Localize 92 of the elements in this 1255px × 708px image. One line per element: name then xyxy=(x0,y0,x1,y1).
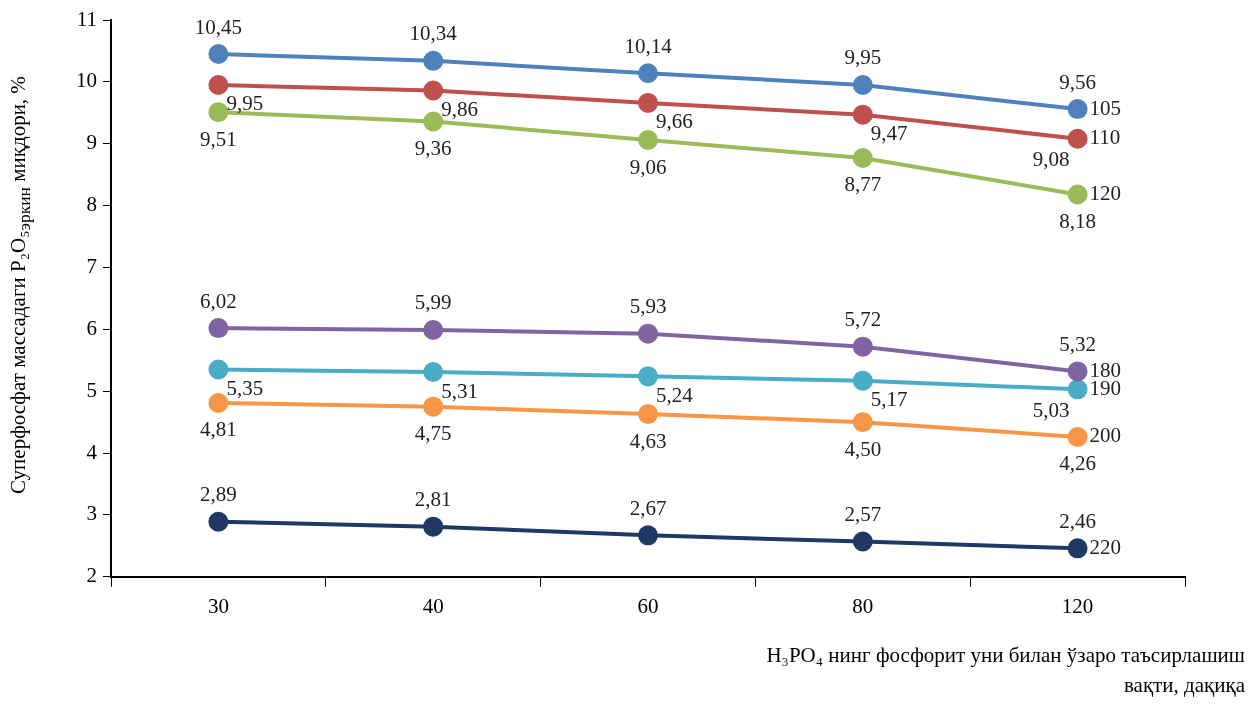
point xyxy=(208,44,229,65)
point xyxy=(1067,99,1088,120)
data-label: 4,63 xyxy=(629,428,667,453)
data-label: 2,46 xyxy=(1059,508,1096,533)
point xyxy=(208,74,229,95)
point xyxy=(852,147,873,168)
point xyxy=(852,370,873,391)
data-label: 2,57 xyxy=(844,502,882,527)
x-tick-label: 40 xyxy=(422,593,444,618)
series-label: 110 xyxy=(1089,125,1121,150)
point xyxy=(423,396,444,417)
data-label: 9,08 xyxy=(1032,147,1070,172)
data-label: 4,50 xyxy=(844,436,882,461)
point xyxy=(1067,379,1088,400)
point xyxy=(638,92,658,113)
data-label: 9,86 xyxy=(441,97,478,122)
data-label: 8,18 xyxy=(1059,208,1096,233)
data-label: 9,51 xyxy=(200,126,237,151)
data-label: 6,02 xyxy=(200,288,237,313)
point xyxy=(638,525,658,546)
x-tick-label: 60 xyxy=(637,593,659,618)
data-label: 9,47 xyxy=(870,121,908,146)
point xyxy=(638,63,658,84)
series-label: 120 xyxy=(1089,180,1122,205)
point xyxy=(208,392,229,413)
data-label: 9,95 xyxy=(226,91,264,116)
data-label: 4,75 xyxy=(414,421,452,446)
point xyxy=(852,531,873,552)
point xyxy=(423,50,444,71)
point xyxy=(638,404,658,425)
data-label: 9,95 xyxy=(844,45,882,70)
point xyxy=(208,359,229,380)
point xyxy=(423,362,444,383)
point xyxy=(1067,184,1088,205)
data-label: 5,93 xyxy=(629,294,667,319)
x-tick-label: 30 xyxy=(207,593,229,618)
data-label: 2,67 xyxy=(629,495,667,520)
y-tick-label: 2 xyxy=(86,563,97,588)
data-label: 4,26 xyxy=(1059,451,1096,476)
y-tick-label: 9 xyxy=(86,130,97,155)
data-label: 5,72 xyxy=(844,307,882,332)
series-label: 105 xyxy=(1089,95,1122,120)
data-label: 9,56 xyxy=(1059,69,1096,94)
x-tick-label: 80 xyxy=(852,593,874,618)
point xyxy=(852,74,873,95)
data-label: 10,34 xyxy=(409,21,458,46)
point xyxy=(1067,426,1088,447)
point xyxy=(852,412,873,433)
y-tick-label: 11 xyxy=(76,6,97,31)
data-label: 5,99 xyxy=(414,290,452,315)
data-label: 2,81 xyxy=(414,487,452,512)
point xyxy=(423,516,444,537)
data-label: 5,31 xyxy=(441,378,478,403)
y-tick-label: 7 xyxy=(86,253,97,278)
data-label: 9,36 xyxy=(414,135,452,160)
data-label: 10,14 xyxy=(624,33,673,58)
data-label: 5,32 xyxy=(1059,331,1096,356)
point xyxy=(638,366,658,387)
point xyxy=(1067,538,1088,559)
y-tick-label: 8 xyxy=(86,192,97,217)
point xyxy=(638,130,658,151)
series-label: 200 xyxy=(1089,423,1122,448)
y-tick-label: 3 xyxy=(86,501,97,526)
x-axis-title: H₃PO₄ нинг фосфорит уни билан ўзаро таъсирлашиш вақти, дақиқа xyxy=(765,642,1245,699)
point xyxy=(1067,128,1088,149)
point xyxy=(423,319,444,340)
series-label: 220 xyxy=(1089,534,1122,559)
point xyxy=(423,80,444,101)
data-label: 5,35 xyxy=(226,376,264,401)
data-label: 8,77 xyxy=(844,172,882,197)
data-label: 2,89 xyxy=(200,482,237,507)
series-label: 180 xyxy=(1089,357,1122,382)
data-label: 5,17 xyxy=(870,387,908,412)
data-label: 5,24 xyxy=(656,382,694,407)
y-tick-label: 6 xyxy=(86,315,97,340)
y-tick-label: 10 xyxy=(76,68,97,93)
point xyxy=(208,318,229,339)
point xyxy=(423,111,444,132)
point xyxy=(852,336,873,357)
data-label: 4,81 xyxy=(200,417,237,442)
point xyxy=(1067,361,1088,382)
data-label: 5,03 xyxy=(1032,397,1070,422)
data-label: 10,45 xyxy=(194,14,243,39)
x-tick-label: 120 xyxy=(1061,593,1094,618)
point xyxy=(208,511,229,532)
point xyxy=(638,323,658,344)
data-label: 9,66 xyxy=(656,109,693,134)
point xyxy=(208,102,229,123)
point xyxy=(852,104,873,125)
y-tick-label: 4 xyxy=(86,439,98,464)
data-label: 9,06 xyxy=(629,154,667,179)
y-tick-label: 5 xyxy=(86,377,97,402)
